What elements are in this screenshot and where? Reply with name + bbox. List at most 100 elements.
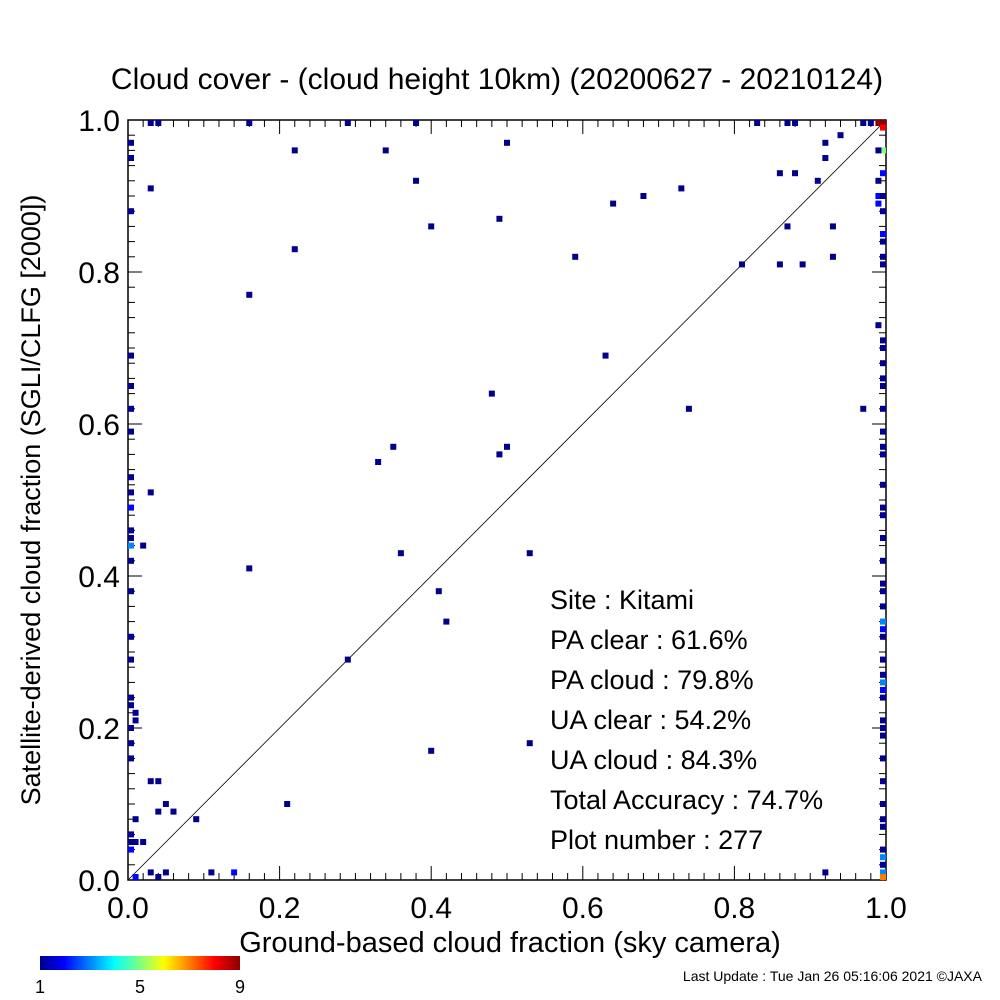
data-cell — [128, 155, 134, 161]
data-cell — [246, 565, 253, 572]
data-cell — [880, 345, 886, 351]
data-cell — [784, 120, 791, 126]
data-cell — [162, 869, 169, 876]
data-cell — [344, 656, 351, 663]
colorbar — [40, 956, 240, 970]
data-cell — [610, 200, 617, 207]
data-cell — [880, 874, 886, 880]
data-cell — [678, 185, 685, 192]
data-cell — [128, 352, 134, 359]
data-cell — [880, 261, 886, 268]
data-cell — [880, 193, 886, 199]
data-cell — [231, 869, 238, 876]
data-cell — [375, 459, 382, 465]
data-cell — [162, 801, 169, 807]
data-cell — [428, 747, 435, 754]
data-cell — [880, 816, 886, 823]
data-cell — [572, 253, 579, 260]
data-cell — [799, 261, 806, 268]
data-cell — [128, 588, 134, 595]
data-cell — [880, 504, 886, 511]
data-cell — [792, 120, 799, 126]
data-cell — [435, 588, 442, 595]
data-cell — [685, 405, 692, 412]
x-axis-label: Ground-based cloud fraction (sky camera) — [239, 927, 781, 959]
stats-line: PA cloud : 79.8% — [550, 665, 754, 695]
data-cell — [128, 542, 134, 549]
data-cell — [880, 861, 886, 868]
data-cell — [496, 451, 503, 458]
data-cell — [880, 725, 886, 731]
y-tick-label: 0.8 — [78, 257, 120, 290]
data-cell — [291, 246, 298, 253]
data-cell — [880, 755, 886, 762]
data-cell — [880, 778, 886, 785]
data-cell — [880, 717, 886, 724]
data-cell — [880, 694, 886, 701]
data-cell — [526, 550, 533, 557]
data-cell — [880, 679, 886, 686]
data-cell — [860, 120, 867, 126]
x-tick-label: 1.0 — [865, 892, 907, 925]
data-cell — [284, 801, 291, 807]
data-cell — [496, 215, 503, 222]
data-cell — [128, 725, 134, 731]
data-cell — [875, 120, 882, 126]
data-cell — [867, 120, 874, 126]
data-cell — [792, 170, 799, 177]
data-cell — [880, 238, 886, 245]
data-cell — [880, 512, 886, 519]
data-cell — [880, 687, 886, 693]
data-cell — [128, 474, 134, 481]
data-cell — [132, 839, 139, 845]
data-cell — [132, 874, 139, 880]
data-cell — [880, 208, 886, 215]
data-cell — [829, 223, 836, 230]
data-cell — [147, 869, 154, 876]
x-tick-label: 0.4 — [410, 892, 452, 925]
data-cell — [776, 261, 783, 268]
data-cell — [128, 535, 134, 541]
data-cell — [155, 874, 162, 880]
data-cell — [128, 702, 134, 709]
data-cell — [814, 177, 821, 184]
data-cell — [837, 132, 844, 139]
stats-line: PA clear : 61.6% — [550, 625, 748, 655]
data-cell — [132, 717, 139, 724]
data-cell — [776, 170, 783, 177]
data-cell — [822, 155, 829, 161]
data-cell — [428, 223, 435, 230]
data-cell — [128, 383, 134, 389]
data-cell — [829, 253, 836, 260]
data-cell — [443, 618, 450, 625]
data-cell — [208, 869, 215, 876]
data-cell — [880, 120, 886, 126]
data-cell — [397, 550, 404, 557]
data-cell — [880, 170, 886, 177]
x-tick-label: 0.6 — [562, 892, 604, 925]
data-cell — [880, 405, 886, 412]
data-cell — [246, 291, 253, 298]
data-cell — [880, 231, 886, 237]
data-cell — [246, 120, 253, 126]
data-cell — [155, 120, 162, 126]
data-cell — [147, 185, 154, 192]
data-cell — [880, 124, 886, 131]
data-cell — [880, 588, 886, 595]
data-cell — [193, 816, 200, 823]
colorbar-label: 1 — [35, 977, 45, 997]
data-cell — [488, 390, 495, 397]
data-cell — [880, 603, 886, 610]
data-cell — [880, 626, 886, 633]
data-cell — [147, 489, 154, 496]
data-cell — [132, 709, 139, 716]
chart-title: Cloud cover - (cloud height 10km) (20200… — [111, 63, 883, 96]
data-cell — [128, 489, 134, 496]
data-cell — [880, 428, 886, 435]
data-cell — [880, 854, 886, 861]
data-cell — [880, 823, 886, 830]
data-cell — [880, 147, 886, 154]
stats-line: Plot number : 277 — [550, 825, 763, 855]
data-cell — [128, 557, 134, 564]
